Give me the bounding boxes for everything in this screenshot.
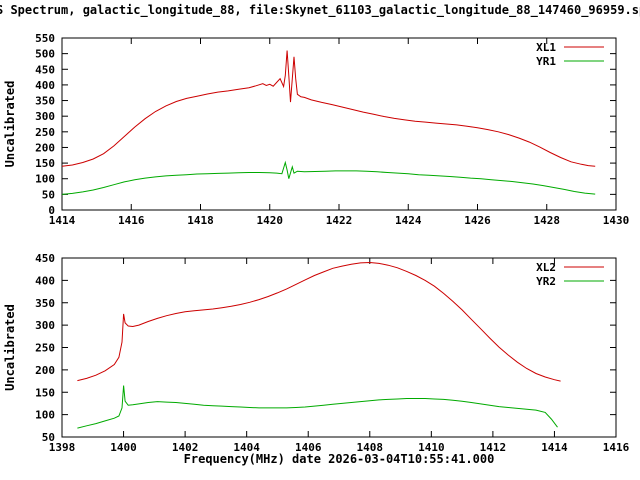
x-tick-label: 1428 — [534, 214, 561, 227]
y-tick-label: 50 — [42, 188, 55, 201]
series-line-YR2 — [77, 385, 558, 429]
x-tick-label: 1422 — [326, 214, 353, 227]
y-tick-label: 300 — [35, 319, 55, 332]
x-tick-label: 1418 — [187, 214, 214, 227]
y-tick-label: 500 — [35, 48, 55, 61]
x-tick-label: 1408 — [357, 441, 384, 454]
legend-label-YR1: YR1 — [536, 55, 556, 68]
y-axis-label: Uncalibrated — [3, 81, 17, 168]
bottom-spectrum-chart: 1398 1400 1402 1404 1406 1408 1410 1412 1414 1416… — [3, 252, 630, 454]
x-tick-label: 1402 — [172, 441, 199, 454]
y-tick-label: 450 — [35, 63, 55, 76]
x-tick-label: 1420 — [257, 214, 284, 227]
x-tick-label: 1400 — [110, 441, 137, 454]
y-tick-label: 50 — [42, 431, 55, 444]
series-line-YR1 — [61, 160, 596, 195]
figure-title: S Spectrum, galactic_longitude_88, file:… — [0, 3, 640, 18]
x-tick-label: 1412 — [480, 441, 507, 454]
y-tick-label: 300 — [35, 110, 55, 123]
x-tick-label: 1414 — [541, 441, 568, 454]
series-line-XL1 — [61, 50, 596, 167]
x-tick-label: 1406 — [295, 441, 322, 454]
y-tick-label: 400 — [35, 79, 55, 92]
y-tick-label: 250 — [35, 126, 55, 139]
x-tick-label: 1430 — [603, 214, 630, 227]
series-line-XL2 — [77, 261, 561, 382]
x-tick-label: 1416 — [603, 441, 630, 454]
x-tick-label: 1398 — [49, 441, 76, 454]
x-tick-label: 1404 — [233, 441, 260, 454]
top-spectrum-chart: 1414 1416 1418 1420 1422 1424 1426 1428 1430 0 50 1… — [3, 32, 629, 227]
y-tick-label: 250 — [35, 342, 55, 355]
y-tick-label: 400 — [35, 274, 55, 287]
x-tick-label: 1426 — [464, 214, 491, 227]
y-tick-label: 100 — [35, 173, 55, 186]
y-tick-label: 150 — [35, 386, 55, 399]
y-tick-label: 550 — [35, 32, 55, 45]
legend-label-YR2: YR2 — [536, 275, 556, 288]
y-tick-label: 350 — [35, 95, 55, 108]
x-tick-label: 1410 — [418, 441, 445, 454]
x-tick-label: 1414 — [49, 214, 76, 227]
y-tick-label: 200 — [35, 364, 55, 377]
y-tick-label: 0 — [48, 204, 55, 217]
legend-label-XL2: XL2 — [536, 261, 556, 274]
legend-label-XL1: XL1 — [536, 41, 556, 54]
y-tick-label: 150 — [35, 157, 55, 170]
y-tick-label: 100 — [35, 409, 55, 422]
y-tick-label: 200 — [35, 141, 55, 154]
x-tick-label: 1424 — [395, 214, 422, 227]
x-axis-label: Frequency(MHz) date 2026-03-04T10:55:41.… — [184, 452, 495, 466]
y-tick-label: 350 — [35, 297, 55, 310]
x-tick-label: 1416 — [118, 214, 145, 227]
y-tick-label: 450 — [35, 252, 55, 265]
y-axis-label: Uncalibrated — [3, 304, 17, 391]
